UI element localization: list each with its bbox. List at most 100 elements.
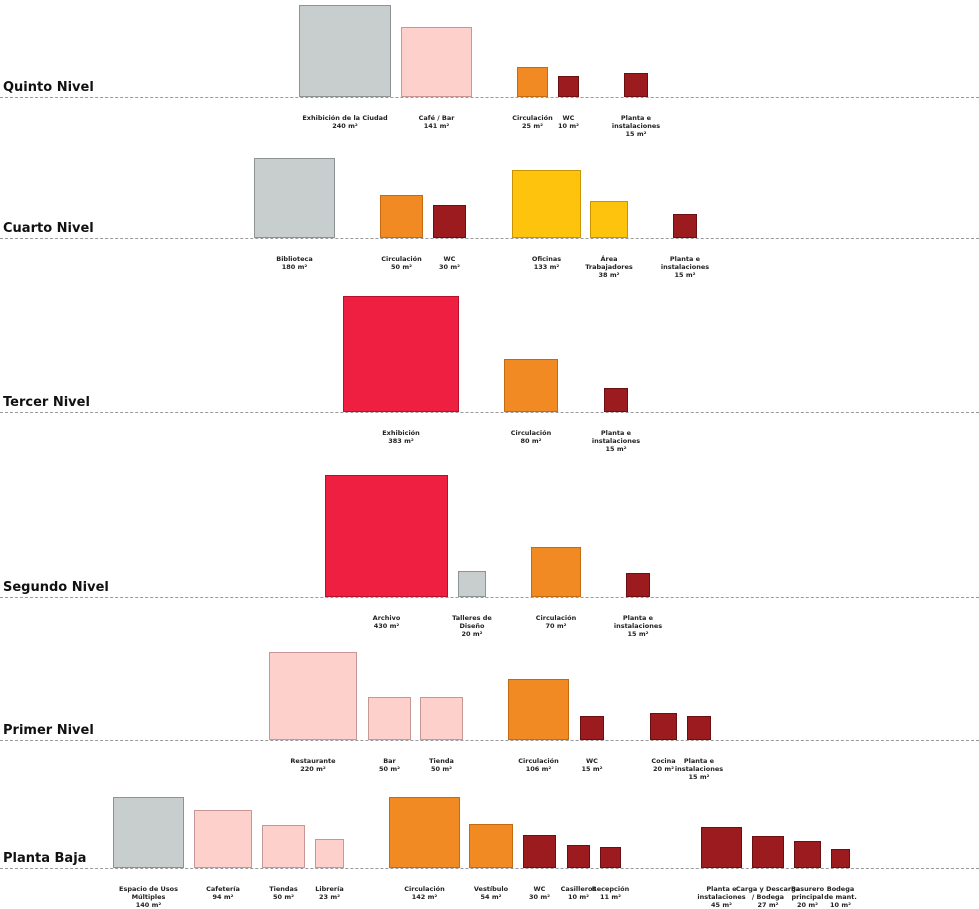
level-baseline-primer [0, 740, 979, 741]
level-baseline-cuarto [0, 238, 979, 239]
space-area: 30 m² [529, 893, 550, 901]
space-box-planta-baja-vestibulo [469, 824, 513, 868]
space-area: 15 m² [581, 765, 603, 773]
space-label-cuarto-biblioteca: Biblioteca 180 m² [250, 255, 340, 271]
space-label-planta-baja-wc: WC 30 m² [495, 885, 585, 901]
space-box-primer-restaurante [269, 652, 357, 740]
space-box-cuarto-oficinas [512, 170, 581, 238]
space-name: Circulación [512, 114, 553, 122]
space-label-cuarto-oficinas: Oficinas 133 m² [502, 255, 592, 271]
space-label-primer-planta-e-instalaciones: Planta e instalaciones 15 m² [654, 757, 744, 781]
space-label-tercer-circulacion: Circulación 80 m² [486, 429, 576, 445]
space-box-tercer-planta-e-instalaciones [604, 388, 628, 412]
space-name: WC [586, 757, 598, 765]
space-label-quinto-circulacion: Circulación 25 m² [488, 114, 578, 130]
space-area: 54 m² [480, 893, 502, 901]
space-box-tercer-circulacion [504, 359, 558, 412]
space-box-primer-bar [368, 697, 411, 740]
space-label-cuarto-wc: WC 30 m² [405, 255, 495, 271]
space-box-primer-planta-e-instalaciones [687, 716, 711, 740]
space-box-planta-baja-circulacion [389, 797, 460, 868]
space-name: Circulación [535, 614, 577, 622]
space-area: 20 m² [653, 765, 674, 773]
space-label-cuarto-planta-e-instalaciones: Planta e instalaciones 15 m² [640, 255, 730, 279]
space-area: 10 m² [568, 893, 589, 901]
space-label-planta-baja-bodega-de-mant: Bodega de mant. 10 m² [796, 885, 886, 909]
space-area: 142 m² [411, 893, 438, 901]
space-box-segundo-planta-e-instalaciones [626, 573, 650, 597]
level-title-planta-baja: Planta Baja [3, 851, 87, 866]
space-area: 11 m² [600, 893, 621, 901]
space-label-segundo-talleres-de-diseno: Talleres de Diseño 20 m² [427, 614, 517, 638]
space-label-planta-baja-cafeteria: Cafetería 94 m² [178, 885, 268, 901]
space-box-planta-baja-recepcion [600, 847, 621, 868]
space-label-quinto-exhibicion-de-la-ciudad: Exhibición de la Ciudad 240 m² [300, 114, 390, 130]
space-name: WC [443, 255, 456, 263]
space-area: 25 m² [522, 122, 543, 130]
level-title-primer: Primer Nivel [3, 723, 94, 738]
space-area: 15 m² [688, 773, 710, 781]
space-box-primer-cocina [650, 713, 677, 740]
space-box-cuarto-circulacion [380, 195, 423, 238]
space-area: 15 m² [674, 271, 696, 279]
level-baseline-planta-baja [0, 868, 979, 869]
space-area: 383 m² [388, 437, 414, 445]
space-area: 70 m² [545, 622, 567, 630]
level-title-segundo: Segundo Nivel [3, 580, 109, 595]
space-area: 15 m² [605, 445, 627, 453]
space-name: Circulación [404, 885, 445, 893]
space-label-quinto-wc: WC 10 m² [524, 114, 614, 130]
space-box-quinto-planta-e-instalaciones [624, 73, 648, 97]
level-title-cuarto: Cuarto Nivel [3, 221, 94, 236]
space-name: Tiendas [269, 885, 298, 893]
space-area: 15 m² [627, 630, 649, 638]
space-area: 80 m² [520, 437, 542, 445]
space-label-segundo-archivo: Archivo 430 m² [342, 614, 432, 630]
space-name: Restaurante [290, 757, 336, 765]
space-area: 50 m² [273, 893, 294, 901]
space-box-planta-baja-bodega-de-mant [831, 849, 850, 868]
space-area: 140 m² [135, 901, 162, 909]
space-name: Circulación [381, 255, 422, 263]
space-box-planta-baja-basurero-principal [794, 841, 821, 868]
space-area: 220 m² [300, 765, 326, 773]
space-area: 23 m² [319, 893, 340, 901]
space-name: Cocina [651, 757, 676, 765]
space-name: Vestíbulo [473, 885, 509, 893]
space-name: Recepción [591, 885, 630, 893]
space-label-quinto-planta-e-instalaciones: Planta e instalaciones 15 m² [591, 114, 681, 138]
space-label-primer-cocina: Cocina 20 m² [619, 757, 709, 773]
space-area: 30 m² [439, 263, 460, 271]
space-box-planta-baja-tiendas [262, 825, 305, 868]
space-label-tercer-planta-e-instalaciones: Planta e instalaciones 15 m² [571, 429, 661, 453]
space-box-planta-baja-cafeteria [194, 810, 252, 868]
space-label-planta-baja-recepcion: Recepción 11 m² [566, 885, 656, 901]
space-label-primer-bar: Bar 50 m² [345, 757, 435, 773]
space-area: 94 m² [212, 893, 234, 901]
space-box-cuarto-area-trabajadores [590, 201, 628, 238]
space-label-planta-baja-circulacion: Circulación 142 m² [380, 885, 470, 901]
space-label-cuarto-area-trabajadores: Área Trabajadores 38 m² [564, 255, 654, 279]
space-box-cuarto-wc [433, 205, 466, 238]
space-area: 38 m² [598, 271, 620, 279]
space-area: 50 m² [391, 263, 412, 271]
space-box-planta-baja-libreria [315, 839, 344, 868]
space-box-primer-tienda [420, 697, 463, 740]
space-box-primer-wc [580, 716, 604, 740]
space-label-tercer-exhibicion: Exhibición 383 m² [356, 429, 446, 445]
space-area: 430 m² [373, 622, 400, 630]
space-area: 15 m² [625, 130, 647, 138]
space-box-segundo-talleres-de-diseno [458, 571, 486, 597]
space-label-segundo-planta-e-instalaciones: Planta e instalaciones 15 m² [593, 614, 683, 638]
space-name: Bar [383, 757, 396, 765]
level-baseline-tercer [0, 412, 979, 413]
space-box-planta-baja-casilleros [567, 845, 590, 868]
space-name: WC [562, 114, 575, 122]
space-box-planta-baja-planta-e-instalaciones [701, 827, 742, 868]
space-label-cuarto-circulacion: Circulación 50 m² [357, 255, 447, 271]
level-baseline-segundo [0, 597, 979, 598]
space-name: Exhibición de la Ciudad [302, 114, 388, 122]
space-name: WC [533, 885, 546, 893]
space-area: 10 m² [830, 901, 851, 909]
space-area: 106 m² [525, 765, 552, 773]
